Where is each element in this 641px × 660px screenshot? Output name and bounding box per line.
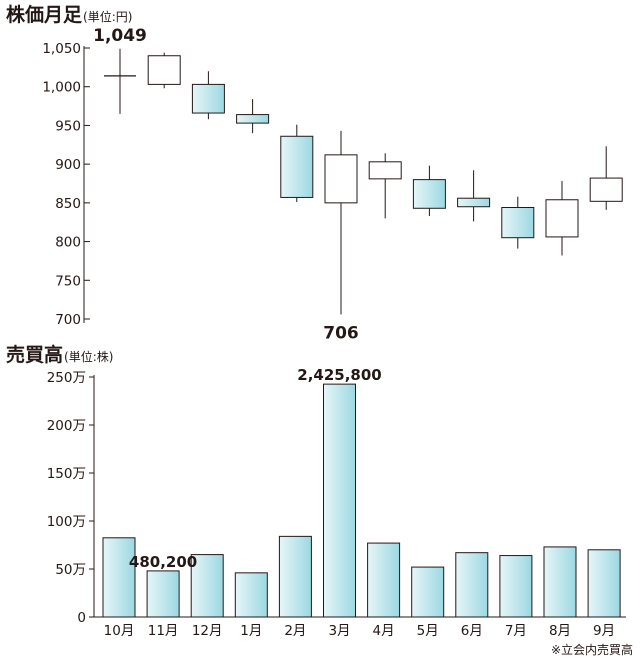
volume-x-tick-label: 7月 xyxy=(505,623,527,639)
footnote: ※立会内売買高 xyxy=(550,643,633,657)
volume-y-tick-label: 50万 xyxy=(55,562,86,578)
price-y-tick-label: 700 xyxy=(55,312,81,328)
price-y-tick-label: 750 xyxy=(55,273,81,289)
volume-bar xyxy=(411,566,445,618)
price-chart-title-text: 株価月足 xyxy=(6,4,83,26)
price-y-tick-label: 1,050 xyxy=(42,41,81,57)
candle-body xyxy=(545,199,579,238)
candle-body xyxy=(236,114,270,124)
volume-x-tick-label: 11月 xyxy=(148,623,179,639)
price-chart-title: 株価月足(単位:円) xyxy=(6,6,132,25)
price-y-tick-label: 900 xyxy=(55,157,81,173)
volume-y-tick-label: 150万 xyxy=(47,466,86,482)
volume-y-tick-label: 250万 xyxy=(47,370,86,386)
volume-x-tick-label: 10月 xyxy=(104,623,135,639)
volume-annotation: 2,425,800 xyxy=(297,366,381,384)
volume-bar xyxy=(367,542,401,618)
candle-body xyxy=(280,135,314,198)
price-y-tick-label: 1,000 xyxy=(42,80,81,96)
candle-body xyxy=(412,179,446,209)
candle-body xyxy=(191,83,225,114)
volume-x-tick-label: 5月 xyxy=(417,623,439,639)
volume-x-tick-label: 3月 xyxy=(328,623,350,639)
price-chart: 700 750 800 850 900 950 1,000 1,050 1,049 706 xyxy=(42,26,623,343)
price-chart-unit: (単位:円) xyxy=(83,10,133,24)
price-y-tick-label: 950 xyxy=(55,118,81,134)
volume-y-tick-label: 200万 xyxy=(47,418,86,434)
volume-x-tick-label: 8月 xyxy=(549,623,571,639)
volume-bar xyxy=(587,549,621,618)
volume-bar xyxy=(146,570,180,618)
volume-bar xyxy=(278,535,312,618)
price-y-tick-label: 850 xyxy=(55,196,81,212)
volume-chart-title-text: 売買高 xyxy=(6,344,64,366)
volume-x-tick-label: 12月 xyxy=(192,623,223,639)
volume-chart: 0 50万 100万 150万 200万 250万 10月 11月 12月 1月 2月 3月 4月 5月 6… xyxy=(47,366,626,639)
volume-chart-title: 売買高(単位:株) xyxy=(6,346,113,365)
volume-y-tick-label: 0 xyxy=(77,610,86,626)
price-y-tick-label: 800 xyxy=(55,235,81,251)
volume-x-tick-label: 9月 xyxy=(593,623,615,639)
volume-annotation: 480,200 xyxy=(129,553,197,571)
candle-body xyxy=(501,207,535,239)
volume-x-tick-label: 4月 xyxy=(373,623,395,639)
price-annotation: 1,049 xyxy=(93,26,147,46)
volume-bar xyxy=(455,552,489,618)
candle-body xyxy=(324,154,358,204)
volume-x-tick-label: 2月 xyxy=(284,623,306,639)
volume-bar xyxy=(499,555,533,618)
volume-bar xyxy=(543,546,577,618)
candle-body xyxy=(589,177,623,202)
volume-x-tick-label: 1月 xyxy=(240,623,262,639)
volume-y-tick-label: 100万 xyxy=(47,514,86,530)
candle-body xyxy=(147,55,181,85)
candle-body xyxy=(368,161,402,180)
volume-bar xyxy=(190,554,224,618)
volume-bar xyxy=(323,383,356,618)
volume-bar xyxy=(102,537,136,618)
price-annotation: 706 xyxy=(323,323,359,343)
volume-bar xyxy=(234,572,268,618)
candle-body xyxy=(457,197,491,208)
volume-chart-unit: (単位:株) xyxy=(64,350,114,364)
volume-x-tick-label: 6月 xyxy=(461,623,483,639)
